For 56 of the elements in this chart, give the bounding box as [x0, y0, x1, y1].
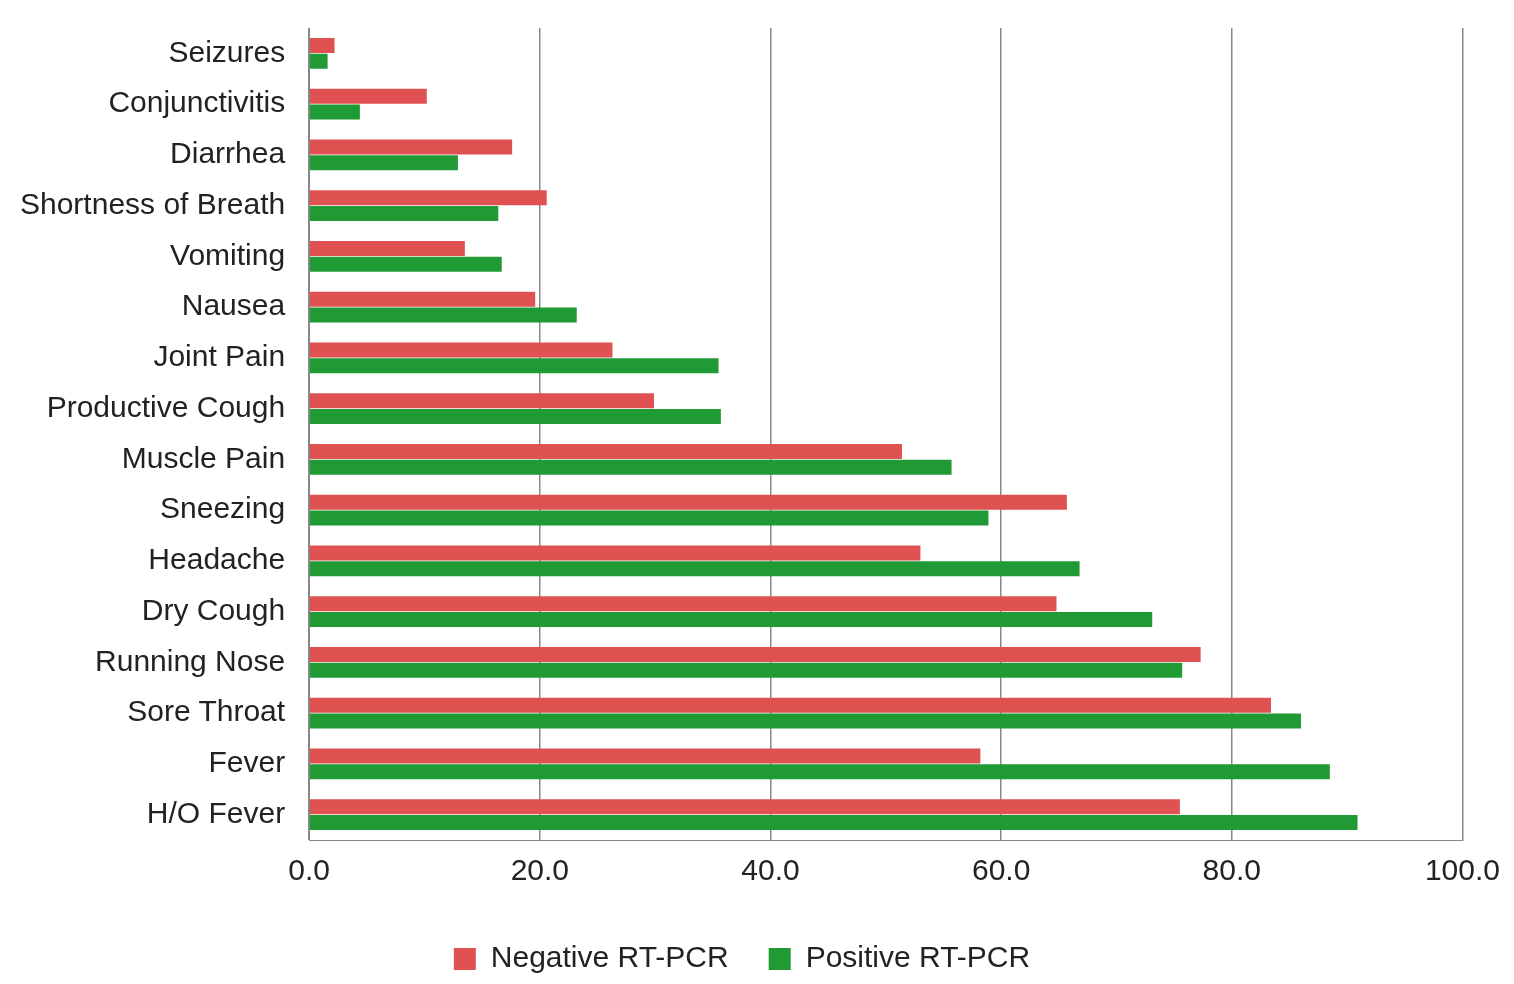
bar — [309, 53, 328, 69]
bar — [309, 291, 536, 307]
bar — [309, 815, 1358, 830]
bar — [309, 256, 502, 272]
x-tick-label: 60.0 — [971, 853, 1031, 887]
bar — [309, 748, 981, 764]
bar — [309, 190, 547, 206]
bar — [309, 799, 1180, 815]
bar — [309, 307, 577, 323]
y-tick-label: Joint Pain — [153, 339, 286, 373]
bar — [309, 409, 721, 424]
y-tick-label: Running Nose — [95, 643, 286, 677]
bar — [309, 697, 1272, 713]
bar — [309, 342, 613, 358]
y-tick-label: Diarrhea — [170, 136, 286, 170]
bar — [309, 206, 499, 221]
bar — [309, 88, 427, 104]
bar — [309, 139, 513, 155]
bar — [309, 393, 654, 409]
y-tick-label: Shortness of Breath — [20, 186, 286, 220]
bar — [309, 596, 1057, 612]
legend-label: Positive RT-PCR — [805, 940, 1031, 974]
bar — [309, 494, 1067, 510]
bar — [309, 155, 458, 171]
bar — [309, 647, 1201, 662]
bar — [309, 510, 989, 526]
y-tick-label: Sore Throat — [127, 694, 286, 728]
y-tick-label: Muscle Pain — [121, 440, 286, 474]
bar — [309, 545, 921, 561]
x-tick-label: 100.0 — [1424, 853, 1500, 887]
bar — [309, 104, 360, 120]
bar — [309, 612, 1153, 627]
y-tick-label: Nausea — [181, 288, 286, 322]
y-tick-label: Dry Cough — [141, 592, 286, 626]
x-tick-label: 80.0 — [1202, 853, 1261, 887]
y-tick-label: Productive Cough — [46, 389, 286, 423]
bar — [309, 764, 1330, 780]
y-tick-label: Seizures — [168, 34, 286, 68]
legend-label: Negative RT-PCR — [490, 940, 729, 974]
y-tick-label: Sneezing — [160, 491, 286, 525]
x-tick-label: 0.0 — [288, 853, 331, 887]
bar — [309, 444, 902, 459]
bar — [309, 358, 719, 374]
y-tick-label: Fever — [208, 745, 286, 779]
y-tick-label: H/O Fever — [146, 795, 286, 829]
y-tick-label: Vomiting — [170, 237, 286, 271]
bar — [309, 662, 1183, 678]
bar — [309, 713, 1301, 729]
y-tick-label: Headache — [148, 542, 286, 576]
x-tick-label: 20.0 — [510, 853, 570, 887]
bar — [309, 241, 465, 256]
bar — [309, 38, 335, 53]
y-tick-label: Conjunctivitis — [108, 85, 286, 119]
bar — [309, 459, 952, 475]
x-tick-label: 40.0 — [741, 853, 800, 887]
bar — [309, 561, 1080, 577]
